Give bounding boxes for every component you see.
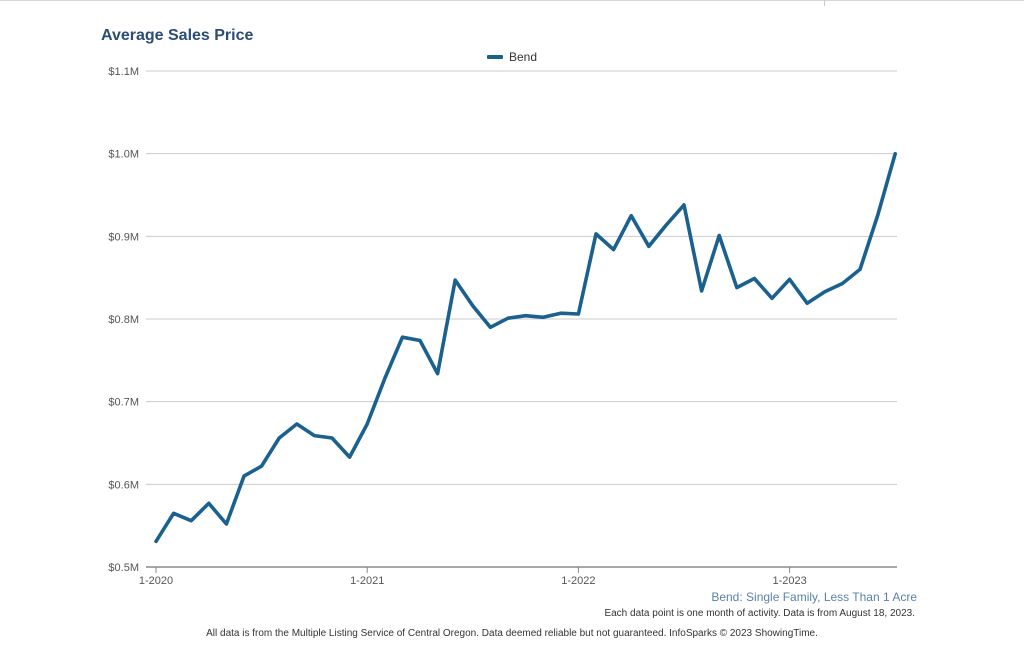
x-tick-label: 1-2022 (561, 575, 595, 587)
data-point[interactable] (856, 265, 864, 273)
data-point[interactable] (434, 370, 442, 378)
data-point[interactable] (680, 201, 688, 209)
data-note: Each data point is one month of activity… (604, 608, 915, 619)
data-point[interactable] (222, 520, 230, 528)
data-point[interactable] (381, 375, 389, 383)
data-point[interactable] (610, 246, 618, 254)
data-point[interactable] (170, 509, 178, 517)
data-point[interactable] (293, 420, 301, 428)
data-point[interactable] (258, 462, 266, 470)
data-point[interactable] (522, 312, 530, 320)
data-point[interactable] (363, 420, 371, 428)
footer-disclaimer: All data is from the Multiple Listing Se… (0, 628, 1024, 639)
data-point[interactable] (768, 294, 776, 302)
series-line-bend (156, 154, 895, 542)
data-point[interactable] (838, 279, 846, 287)
data-point[interactable] (662, 221, 670, 229)
data-point[interactable] (328, 434, 336, 442)
y-tick-label: $0.9M (108, 231, 139, 243)
data-point[interactable] (539, 313, 547, 321)
data-point[interactable] (821, 288, 829, 296)
data-point[interactable] (557, 309, 565, 317)
y-tick-label: $0.8M (108, 314, 139, 326)
data-point[interactable] (398, 333, 406, 341)
x-tick-label: 1-2021 (350, 575, 384, 587)
data-point[interactable] (627, 212, 635, 220)
data-point[interactable] (416, 336, 424, 344)
data-point[interactable] (346, 453, 354, 461)
y-tick-label: $1.0M (108, 149, 139, 161)
x-tick-label: 1-2020 (139, 575, 173, 587)
data-point[interactable] (275, 434, 283, 442)
data-point[interactable] (733, 284, 741, 292)
data-point[interactable] (205, 499, 213, 507)
data-point[interactable] (152, 537, 160, 545)
data-point[interactable] (592, 230, 600, 238)
data-point[interactable] (469, 302, 477, 310)
data-point[interactable] (645, 242, 653, 250)
data-point[interactable] (891, 150, 899, 158)
data-point[interactable] (574, 310, 582, 318)
chart-subtitle: Bend: Single Family, Less Than 1 Acre (711, 590, 917, 604)
data-point[interactable] (486, 323, 494, 331)
data-point[interactable] (803, 299, 811, 307)
data-point[interactable] (451, 276, 459, 284)
y-tick-label: $1.1M (108, 66, 139, 78)
data-point[interactable] (240, 472, 248, 480)
data-point[interactable] (698, 287, 706, 295)
data-point[interactable] (504, 314, 512, 322)
chart-canvas: $0.5M $0.6M $0.7M $0.8M $0.9M $1.0M $1.1M 1-202… (0, 0, 1024, 651)
y-tick-label: $0.7M (108, 397, 139, 409)
data-point[interactable] (310, 432, 318, 440)
data-point[interactable] (187, 517, 195, 525)
data-point[interactable] (750, 274, 758, 282)
data-point[interactable] (874, 212, 882, 220)
y-tick-label: $0.6M (108, 479, 139, 491)
data-point[interactable] (786, 275, 794, 283)
data-point[interactable] (715, 232, 723, 240)
y-tick-label: $0.5M (108, 562, 139, 574)
x-tick-label: 1-2023 (772, 575, 806, 587)
